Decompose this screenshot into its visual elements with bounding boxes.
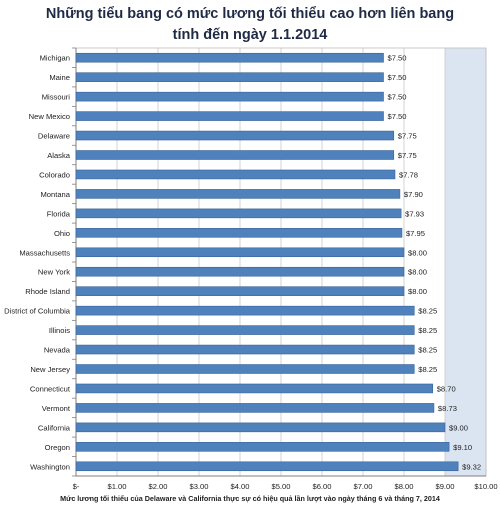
bar: [75, 442, 450, 452]
highlight-band: [445, 48, 486, 476]
bar: [75, 325, 415, 335]
category-label: Nevada: [44, 346, 71, 355]
data-label: $7.50: [388, 112, 407, 121]
category-label: Delaware: [38, 132, 70, 141]
category-label: Missouri: [42, 93, 71, 102]
x-tick-label: $7.00: [353, 482, 372, 491]
chart-title: Những tiểu bang có mức lương tối thiểu c…: [0, 4, 500, 46]
data-label: $8.70: [437, 384, 456, 393]
category-label: Vermont: [42, 404, 71, 413]
chart-footnote: Mức lương tối thiểu của Delaware và Cali…: [60, 494, 440, 503]
data-label: $9.00: [449, 423, 468, 432]
category-label: New Mexico: [29, 112, 70, 121]
data-label: $7.75: [398, 151, 417, 160]
bar: [75, 364, 415, 374]
category-label: Washington: [30, 462, 70, 471]
bar: [75, 461, 459, 472]
data-label: $9.32: [462, 462, 481, 471]
category-label: Colorado: [39, 170, 70, 179]
chart-title-line-1: Những tiểu bang có mức lương tối thiểu c…: [45, 6, 455, 22]
category-label: Oregon: [45, 443, 70, 452]
data-label: $7.50: [388, 93, 407, 102]
x-tick-label: $5.00: [271, 482, 290, 491]
bar: [75, 52, 384, 63]
data-label: $8.73: [438, 404, 457, 413]
category-label: Ohio: [54, 229, 70, 238]
category-label: Michigan: [40, 54, 70, 63]
category-label: Rhode Island: [25, 287, 70, 296]
category-label: Florida: [47, 209, 71, 218]
bar: [75, 344, 415, 355]
bar: [75, 111, 384, 121]
data-label: $7.90: [404, 190, 423, 199]
bar: [75, 247, 405, 258]
category-label: Connecticut: [30, 384, 71, 393]
bar: [75, 189, 401, 199]
bar: [75, 422, 446, 433]
x-tick-label: $9.00: [435, 482, 454, 491]
data-label: $7.78: [399, 170, 418, 179]
bar: [75, 305, 415, 316]
category-label: Alaska: [47, 151, 71, 160]
x-tick-label: $3.00: [189, 482, 208, 491]
data-label: $8.25: [418, 365, 437, 374]
x-tick-label: $8.00: [394, 482, 413, 491]
bar: [75, 72, 384, 82]
data-label: $7.75: [398, 132, 417, 141]
category-label: New Jersey: [30, 365, 70, 374]
x-tick-label: $1.00: [107, 482, 126, 491]
data-label: $8.00: [408, 248, 427, 257]
category-label: California: [38, 423, 71, 432]
data-label: $8.25: [418, 307, 437, 316]
category-label: Illinois: [49, 326, 70, 335]
data-label: $9.10: [453, 443, 472, 452]
data-label: $7.93: [405, 209, 424, 218]
category-label: Maine: [49, 73, 70, 82]
x-tick-label: $6.00: [312, 482, 331, 491]
category-label: Montana: [40, 190, 70, 199]
data-label: $8.00: [408, 268, 427, 277]
data-label: $7.50: [388, 54, 407, 63]
data-label: $8.25: [418, 326, 437, 335]
data-label: $8.25: [418, 346, 437, 355]
x-tick-label: $4.00: [230, 482, 249, 491]
chart-title-line-2: tính đến ngày 1.1.2014: [172, 27, 328, 43]
data-label: $8.00: [408, 287, 427, 296]
bar: [75, 130, 395, 141]
bar: [75, 169, 396, 180]
bar: [75, 403, 435, 413]
bar: [75, 91, 384, 102]
bar: [75, 228, 403, 238]
data-label: $7.95: [406, 229, 425, 238]
category-label: District of Columbia: [4, 307, 71, 316]
x-tick-label: $2.00: [148, 482, 167, 491]
bar: [75, 383, 434, 394]
category-label: New York: [38, 268, 70, 277]
x-tick-label: $-: [73, 482, 80, 491]
bar: [75, 208, 402, 219]
bar: [75, 286, 405, 296]
category-label: Massachusetts: [19, 248, 70, 257]
bar: [75, 150, 395, 160]
data-label: $7.50: [388, 73, 407, 82]
bar: [75, 266, 405, 277]
x-tick-label: $10.00: [474, 482, 497, 491]
